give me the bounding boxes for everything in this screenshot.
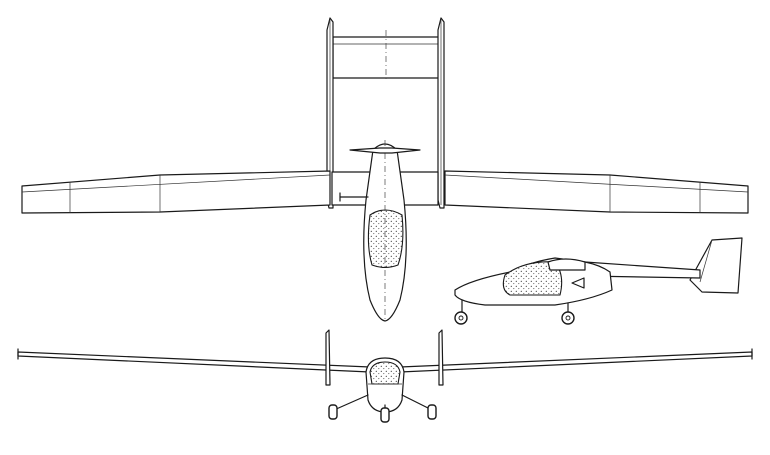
side-landing-gear — [454, 299, 575, 325]
side-fuselage — [454, 257, 613, 306]
plan-horizontal-tail — [332, 30, 441, 80]
front-fins — [325, 329, 444, 386]
plan-view — [21, 17, 749, 322]
plan-fuselage — [339, 140, 421, 322]
plan-tail-booms — [326, 17, 445, 209]
front-view — [17, 329, 753, 423]
front-landing-gear — [328, 394, 437, 423]
front-fuselage — [365, 357, 405, 413]
side-view — [454, 237, 743, 325]
side-fin — [689, 237, 743, 294]
